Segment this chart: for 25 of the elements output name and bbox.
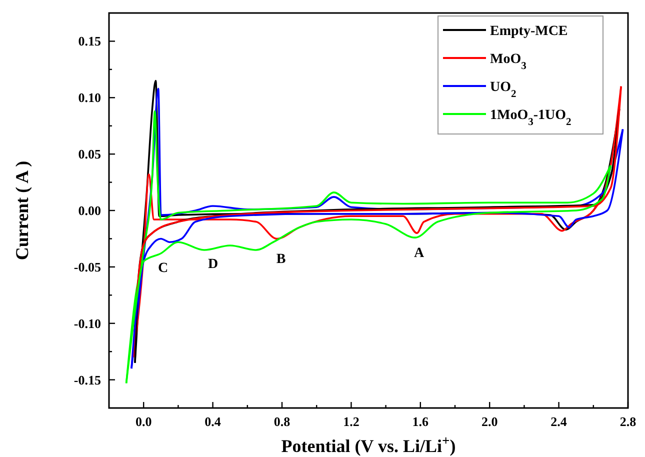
y-tick-label: 0.15 (78, 34, 102, 49)
y-axis-title: Current ( A ) (12, 160, 32, 260)
x-tick-label: 1.2 (343, 414, 360, 429)
annotation: A (414, 246, 425, 261)
y-tick-label: 0.10 (78, 90, 101, 106)
legend-label: MoO$_{3}$ (490, 52, 526, 72)
x-tick-label: 2.4 (550, 414, 568, 429)
legend-label: Empty-MCE (490, 24, 568, 39)
annotation: D (208, 257, 218, 272)
y-tick-label: 0.05 (78, 146, 102, 162)
legend-label: UO$_{2}$ (490, 80, 516, 100)
x-tick-label: 0.8 (274, 414, 291, 429)
x-tick-label: 1.6 (412, 414, 430, 429)
annotation: B (276, 252, 286, 267)
legend-label: 1MoO$_{3}$-1UO$_{2}$ (490, 108, 572, 128)
y-tick-label: -0.15 (74, 372, 102, 388)
x-tick-label: 2.0 (481, 414, 498, 429)
y-tick-label: 0.00 (78, 203, 101, 218)
annotation: C (158, 261, 168, 276)
x-axis-title: Potential (V vs. Li/Li$^{+}$) (281, 432, 456, 456)
y-tick-label: -0.05 (74, 259, 102, 274)
x-tick-label: 2.8 (620, 414, 637, 429)
x-tick-label: 0.0 (135, 414, 152, 429)
x-tick-label: 0.4 (204, 414, 222, 429)
y-tick-label: -0.10 (74, 316, 101, 331)
